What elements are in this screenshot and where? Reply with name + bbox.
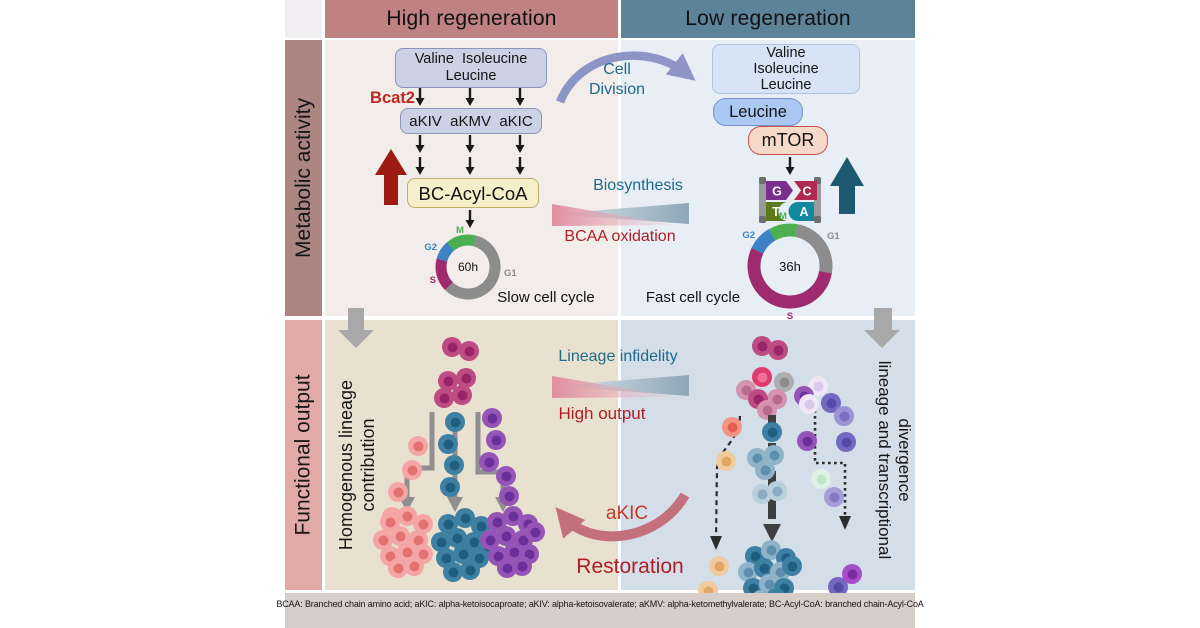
leucine-label: Leucine [729,102,787,121]
bcaa-box-high-line2: Leucine [445,68,497,84]
bcaa-box-low-line3: Leucine [760,77,812,93]
high-output-label: High output [558,404,646,423]
figure: High regeneration Low regeneration Metab… [276,0,924,628]
restoration-label: Restoration [576,555,684,578]
bcaa-oxidation-label: BCAA oxidation [564,228,676,245]
bcat2-enzyme-label: Bcat2 [370,89,415,107]
bcaa-box-low: Valine Isoleucine Leucine [712,44,860,94]
header-high-regeneration: High regeneration [325,0,618,38]
keto-acids-label: aKIV aKMV aKIC [409,112,533,130]
bc-acyl-coa-label: BC-Acyl-CoA [418,182,528,204]
header-high-label: High regeneration [386,7,557,30]
homogenous-lineage-line1: Homogenous lineage [336,379,356,551]
divergence-label-line2: divergence [895,418,914,502]
bcaa-box-low-line2: Isoleucine [753,61,819,77]
mtor-label: mTOR [761,130,815,150]
lineage-infidelity-label: Lineage infidelity [558,348,678,365]
row-label-metabolic: Metabolic activity [285,40,322,316]
cell-division-line2: Division [588,81,645,98]
bcaa-box-low-line1: Valine [766,45,806,61]
mtor-pill: mTOR [748,126,828,155]
slow-cell-cycle-caption: Slow cell cycle [497,289,595,306]
homogenous-lineage-label: Homogenous lineage contribution [335,345,379,585]
fast-cell-cycle-caption: Fast cell cycle [645,289,741,306]
header-low-label: Low regeneration [685,7,851,30]
header-low-regeneration: Low regeneration [621,0,915,38]
metabolic-activity-label: Metabolic activity [291,98,315,258]
row-label-functional: Functional output [285,320,322,590]
bcaa-box-high: Valine Isoleucine Leucine [395,48,547,88]
divergence-label-line1: lineage and transcriptional [875,360,894,560]
homogenous-lineage-line2: contribution [358,418,378,512]
keto-acids-box: aKIV aKMV aKIC [400,108,542,134]
cell-division-line1: Cell [603,61,631,78]
corner-cell [285,0,322,38]
biosynthesis-label: Biosynthesis [593,177,683,194]
leucine-pill: Leucine [713,98,803,126]
akic-label: aKIC [605,503,649,524]
functional-output-label: Functional output [291,374,315,536]
abbreviation-text: BCAA: Branched chain amino acid; aKIC: a… [276,599,924,609]
bc-acyl-coa-box: BC-Acyl-CoA [407,178,539,208]
bcaa-box-high-line1: Valine Isoleucine [414,51,528,67]
abbreviation-footer: BCAA: Branched chain amino acid; aKIC: a… [276,593,924,628]
cell-division-label: Cell Division [577,60,657,100]
